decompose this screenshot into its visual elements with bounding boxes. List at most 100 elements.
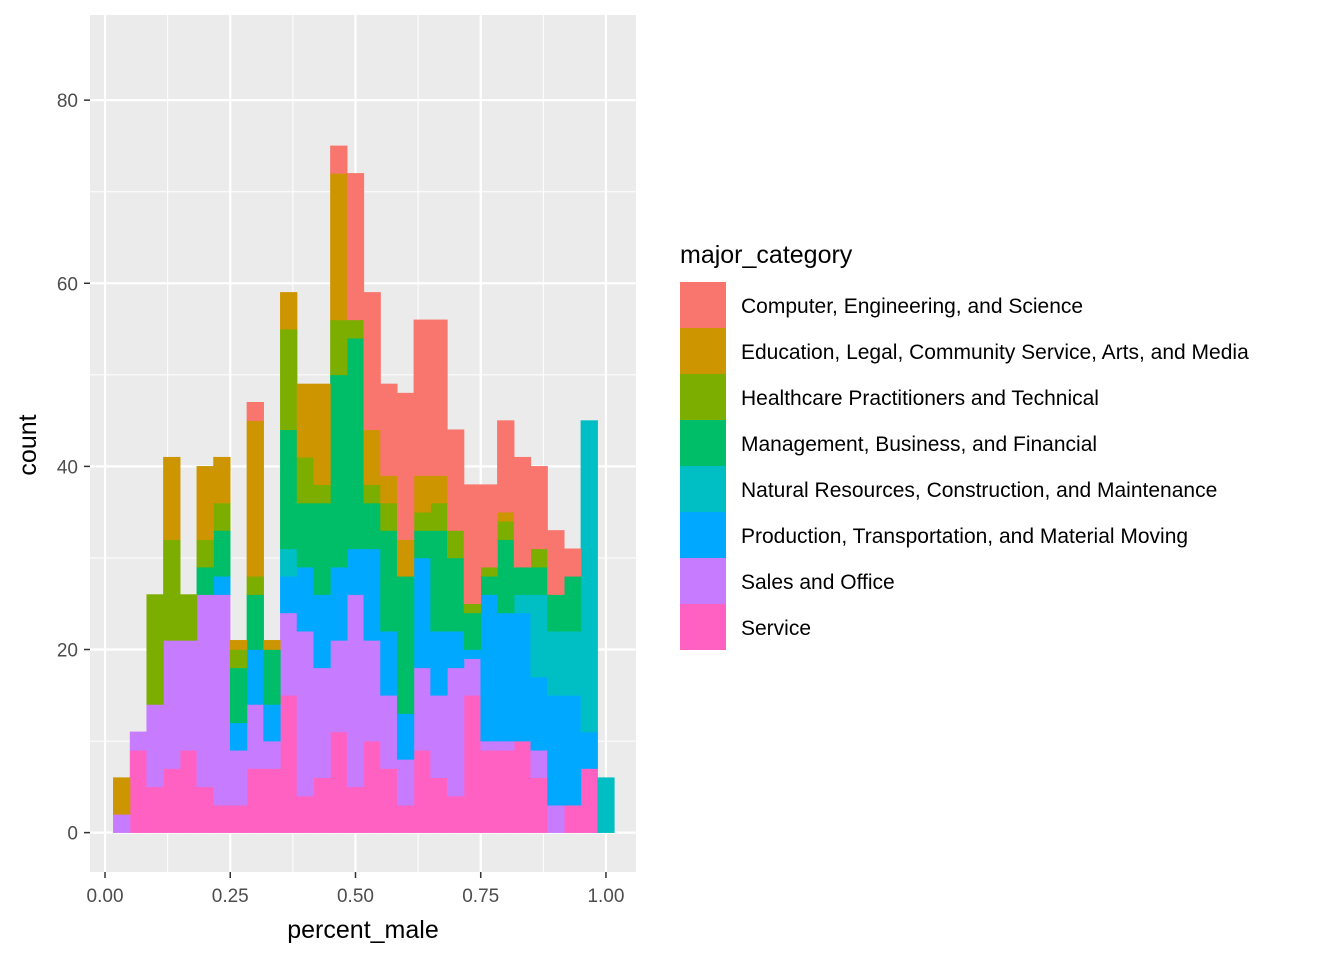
bar-segment xyxy=(547,594,565,632)
bar-segment xyxy=(563,548,582,577)
bar-segment xyxy=(229,722,248,751)
bar-segment xyxy=(480,566,498,577)
bar-segment xyxy=(280,612,298,696)
bar-segment xyxy=(213,804,231,833)
bar-segment xyxy=(346,786,365,833)
bar-segment xyxy=(313,502,331,595)
bar-segment xyxy=(447,429,465,531)
legend-label: Management, Business, and Financial xyxy=(741,433,1097,456)
bar-segment xyxy=(513,594,532,614)
bar-segment xyxy=(497,539,515,614)
bar-segment xyxy=(430,777,448,833)
bar-segment xyxy=(513,456,532,568)
bar-segment xyxy=(563,575,582,632)
legend-title: major_category xyxy=(680,241,853,269)
y-tick-label: 0 xyxy=(67,824,78,845)
bar-segment xyxy=(396,539,415,577)
bar-segment xyxy=(497,740,515,751)
bar-segment xyxy=(513,566,532,595)
bar-segment xyxy=(213,502,231,531)
bar-segment xyxy=(413,530,431,559)
bar-segment xyxy=(246,401,264,421)
legend-label: Healthcare Practitioners and Technical xyxy=(741,387,1099,410)
bar-segment xyxy=(513,740,532,833)
bar-segment xyxy=(396,392,415,540)
legend: major_category Computer, Engineering, an… xyxy=(680,241,1249,650)
bar-segment xyxy=(413,749,431,833)
bar-segment xyxy=(246,768,264,833)
bar-segment xyxy=(246,575,264,595)
bar-segment xyxy=(263,768,281,833)
legend-key xyxy=(680,604,726,650)
bar-segment xyxy=(196,594,214,788)
bar-segment xyxy=(213,575,231,595)
bar-segment xyxy=(179,594,198,641)
bar-segment xyxy=(346,337,365,550)
bar-segment xyxy=(146,594,164,705)
bar-segment xyxy=(396,713,415,760)
bar-segment xyxy=(330,173,348,321)
bar-segment xyxy=(330,145,348,174)
legend-label: Computer, Engineering, and Science xyxy=(741,295,1083,318)
bar-segment xyxy=(213,456,231,504)
x-tick-label: 1.00 xyxy=(587,886,624,907)
bar-segment xyxy=(179,640,198,751)
bar-segment xyxy=(447,630,465,669)
bar-segment xyxy=(246,594,264,650)
bar-segment xyxy=(530,676,548,751)
bar-segment xyxy=(363,292,381,431)
bar-segment xyxy=(530,594,548,678)
bar-segment xyxy=(563,630,582,696)
bar-segment xyxy=(463,484,481,605)
bar-segment xyxy=(263,704,281,742)
bar-segment xyxy=(463,658,481,696)
bar-segment xyxy=(447,530,465,559)
legend-key xyxy=(680,328,726,374)
bar-segment xyxy=(296,795,315,833)
bar-segment xyxy=(296,383,315,458)
bar-segment xyxy=(380,694,398,769)
bar-segment xyxy=(129,749,148,833)
y-tick-label: 80 xyxy=(57,91,78,112)
bar-segment xyxy=(179,749,198,833)
bar-segment xyxy=(413,667,431,751)
bar-segment xyxy=(530,466,548,550)
bar-segment xyxy=(497,521,515,540)
bar-segment xyxy=(413,319,431,476)
bar-segment xyxy=(263,649,281,705)
bar-segment xyxy=(163,456,181,540)
bar-segment xyxy=(363,740,381,833)
bar-segment xyxy=(480,575,498,595)
bar-segment xyxy=(513,612,532,742)
bar-segment xyxy=(196,786,214,833)
bar-segment xyxy=(413,557,431,669)
bar-segment xyxy=(380,530,398,632)
bar-segment xyxy=(113,814,131,833)
bar-segment xyxy=(129,731,148,751)
x-axis-title: percent_male xyxy=(287,916,438,944)
bar-segment xyxy=(246,420,264,577)
bar-segment xyxy=(413,475,431,513)
bar-segment xyxy=(313,484,331,504)
bar-segment xyxy=(346,173,365,321)
legend-label: Sales and Office xyxy=(741,571,895,594)
bar-segment xyxy=(447,557,465,632)
legend-key xyxy=(680,512,726,558)
bar-segment xyxy=(530,566,548,595)
bar-segment xyxy=(380,383,398,476)
bar-segment xyxy=(146,786,164,833)
bar-segment xyxy=(163,768,181,833)
bar-segment xyxy=(530,749,548,778)
bar-segment xyxy=(213,594,231,806)
bar-segment xyxy=(363,484,381,504)
bar-segment xyxy=(196,539,214,568)
bar-segment xyxy=(530,548,548,568)
bar-segment xyxy=(430,530,448,632)
bar-segment xyxy=(380,630,398,696)
bar-segment xyxy=(330,640,348,733)
bar-segment xyxy=(547,630,565,696)
bar-segment xyxy=(313,667,331,778)
bar-segment xyxy=(263,740,281,769)
bar-segment xyxy=(447,667,465,797)
bar-segment xyxy=(196,566,214,595)
